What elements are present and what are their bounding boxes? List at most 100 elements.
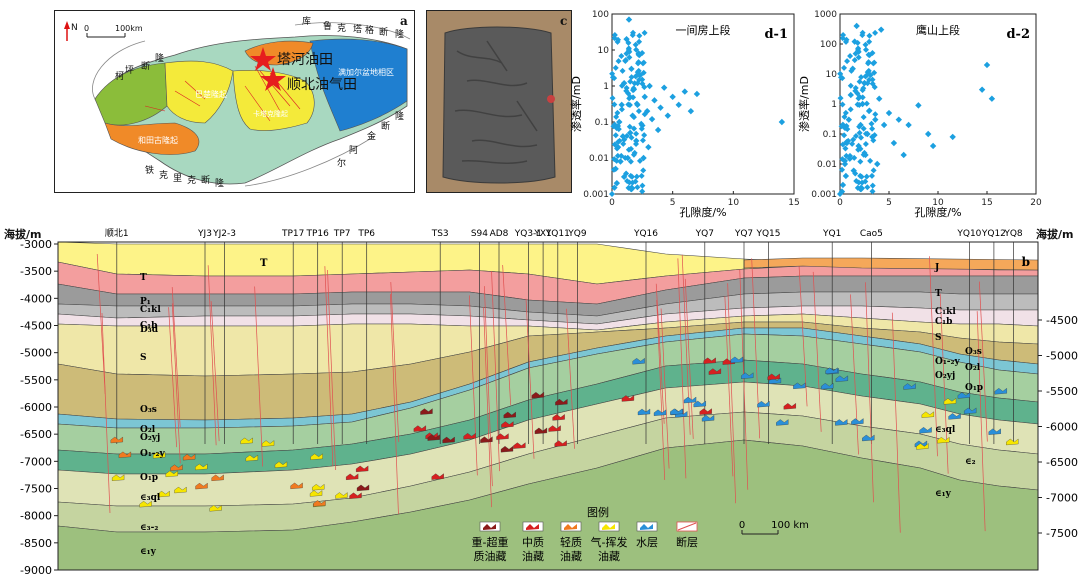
- label-lu: 鲁: [323, 22, 333, 32]
- label-long-r: 隆: [395, 112, 405, 122]
- data-point: [859, 94, 866, 101]
- data-point: [870, 60, 877, 67]
- label-ku: 库: [302, 17, 312, 27]
- label-ping: 坪: [125, 66, 135, 76]
- data-point: [857, 172, 864, 179]
- formation-label: ∈₃ql: [935, 425, 956, 435]
- data-point: [631, 149, 638, 156]
- data-point: [871, 132, 878, 139]
- formation-label: S: [140, 353, 147, 363]
- chart-title: 一间房上段: [676, 23, 731, 37]
- chart-panel-label: d-1: [764, 27, 788, 42]
- data-point: [847, 106, 854, 113]
- scale-zero: 0: [84, 24, 90, 33]
- data-point: [634, 184, 641, 191]
- data-point: [839, 101, 846, 108]
- reservoir-glyph: [851, 418, 864, 425]
- label-long-b: 隆: [215, 179, 225, 189]
- x-tick-label: 15: [981, 198, 992, 208]
- data-point: [841, 64, 848, 71]
- data-point: [850, 136, 857, 143]
- formation-label: T: [140, 273, 147, 283]
- legend-label: 轻质: [560, 535, 582, 549]
- reservoir-glyph: [957, 392, 971, 399]
- data-point: [856, 78, 863, 85]
- data-point: [633, 46, 640, 53]
- data-point: [860, 114, 867, 121]
- y-tick-label: 0.001: [811, 190, 837, 200]
- reservoir-glyph: [943, 398, 957, 405]
- data-point: [625, 47, 632, 54]
- left-tick-label: -5500: [20, 374, 52, 387]
- reservoir-glyph: [531, 391, 545, 399]
- data-point: [859, 29, 866, 36]
- label-tie: 铁: [145, 166, 155, 176]
- data-point: [615, 126, 622, 133]
- data-point: [862, 141, 869, 148]
- data-point: [619, 82, 626, 89]
- fault-line: [751, 258, 761, 439]
- reservoir-glyph: [683, 396, 697, 404]
- x-tick-label: 5: [886, 198, 892, 208]
- data-point: [614, 38, 621, 45]
- data-point: [614, 152, 621, 159]
- reservoir-glyph: [501, 421, 514, 428]
- map-panel-label: a: [400, 14, 408, 28]
- scale-max: 100km: [115, 24, 143, 33]
- reservoir-glyph: [699, 408, 712, 415]
- left-tick-label: -4500: [20, 320, 52, 333]
- data-point: [636, 32, 643, 39]
- reservoir-glyph: [783, 403, 796, 410]
- cross-section-diagram: -3000 -3500 -4000 -4500 -5000 -5500 -6000 -6500…: [20, 228, 1078, 577]
- fault-line: [929, 256, 938, 457]
- data-point: [855, 142, 862, 150]
- data-point: [855, 54, 862, 61]
- data-point: [866, 38, 873, 45]
- well-label: TP17: [281, 229, 304, 239]
- fault-line: [798, 266, 808, 407]
- reservoir-glyph: [312, 483, 325, 491]
- data-point: [627, 78, 634, 85]
- data-point: [640, 69, 647, 76]
- left-axis-title: 海拔/m: [4, 228, 42, 241]
- fault-line: [681, 254, 691, 435]
- fault-line: [865, 282, 874, 503]
- reservoir-glyph: [211, 474, 224, 481]
- label-manjiaer: 满加尔盆地相区: [338, 68, 394, 77]
- reservoir-glyph: [503, 411, 516, 419]
- reservoir-glyph: [195, 482, 208, 490]
- reservoir-glyph: [703, 357, 716, 364]
- data-point: [847, 82, 854, 89]
- legend-label: 油藏: [522, 549, 544, 563]
- data-point: [842, 145, 849, 152]
- fault-line: [210, 301, 220, 442]
- label-bachu: 巴楚隆起: [195, 90, 227, 99]
- well-label: YQ1: [822, 229, 841, 239]
- chart-panel-label: d-2: [1006, 27, 1030, 42]
- formation-label: O₃s: [965, 347, 982, 357]
- reservoir-glyph: [309, 490, 323, 497]
- data-point: [630, 87, 637, 94]
- data-point: [857, 158, 864, 165]
- label-duan-r: 断: [381, 122, 391, 132]
- reservoir-glyph: [994, 387, 1007, 395]
- well-label: YQ10: [956, 229, 981, 239]
- section-panel-label: b: [1022, 255, 1030, 269]
- data-point: [627, 145, 634, 152]
- reservoir-glyph: [153, 451, 166, 459]
- left-tick-label: -9000: [20, 564, 52, 577]
- reservoir-glyph: [513, 442, 526, 449]
- data-point: [693, 90, 701, 98]
- data-point: [621, 136, 628, 143]
- data-point: [844, 58, 851, 65]
- data-point: [627, 158, 634, 165]
- legend-swatch: [560, 521, 582, 532]
- fault-line: [978, 281, 988, 442]
- data-point: [871, 69, 878, 76]
- formation-label: J: [934, 263, 939, 273]
- fault-line: [502, 265, 512, 406]
- label-tahe: 塔河油田: [277, 52, 333, 68]
- reservoir-glyph: [916, 443, 929, 450]
- left-tick-label: -8000: [20, 510, 52, 523]
- data-point: [851, 57, 858, 64]
